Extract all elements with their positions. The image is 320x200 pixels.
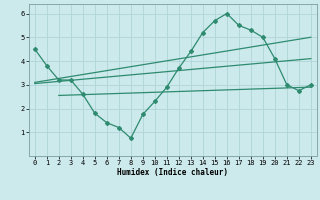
X-axis label: Humidex (Indice chaleur): Humidex (Indice chaleur)	[117, 168, 228, 177]
